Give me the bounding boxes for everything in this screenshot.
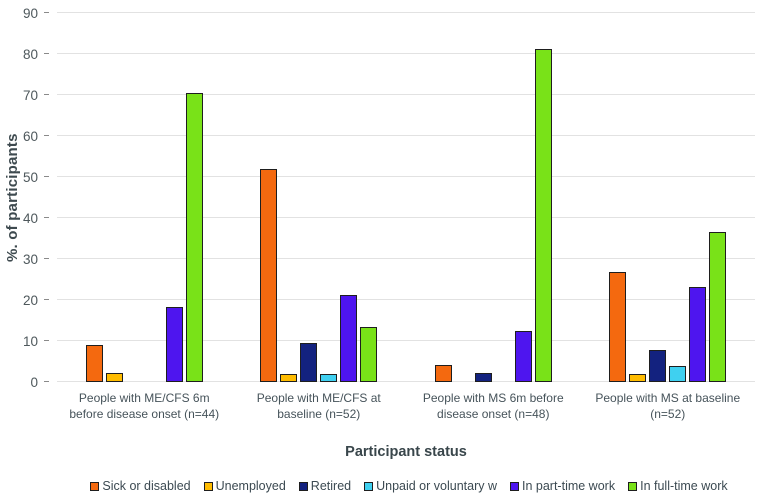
- y-tick-label-90: 90: [22, 6, 38, 21]
- legend-swatch-retired: [298, 481, 308, 491]
- x-axis-title: Participant status: [345, 444, 467, 460]
- legend-label-sick-or-disabled: Sick or disabled: [102, 479, 191, 493]
- y-tick-mark-10: [44, 340, 49, 341]
- bar-group-3: [581, 13, 756, 382]
- bar-group-2: [406, 13, 581, 382]
- gridline-50: [57, 176, 755, 177]
- legend-label-unemployed: Unemployed: [215, 479, 286, 493]
- y-tick-label-60: 60: [22, 129, 38, 144]
- legend-swatch-sick-or-disabled: [90, 481, 100, 491]
- y-tick-label-50: 50: [22, 170, 38, 185]
- x-axis-category-labels: People with ME/CFS 6m before disease ons…: [57, 391, 755, 422]
- legend-swatch-in-full-time-work: [628, 481, 638, 491]
- x-category-label-1: People with ME/CFS at baseline (n=52): [256, 391, 381, 421]
- bar-sick-or-disabled-0: [85, 345, 103, 382]
- y-tick-mark-70: [44, 94, 49, 95]
- bar-in-full-time-work-0: [185, 93, 203, 382]
- plot-area: [57, 12, 755, 382]
- y-tick-mark-20: [44, 299, 49, 300]
- bar-in-part-time-work-1: [340, 295, 358, 382]
- bar-in-full-time-work-1: [360, 327, 378, 382]
- gridline-80: [57, 53, 755, 54]
- bar-group-0: [57, 13, 232, 382]
- bar-unpaid-or-voluntary-w-3: [669, 366, 687, 382]
- bar-in-part-time-work-3: [689, 287, 707, 382]
- legend-item-unpaid-or-voluntary-w: Unpaid or voluntary w: [364, 479, 497, 493]
- y-tick-label-30: 30: [22, 252, 38, 267]
- legend-item-in-part-time-work: In part-time work: [510, 479, 615, 493]
- bar-groups: [57, 13, 755, 382]
- gridline-90: [57, 12, 755, 13]
- y-tick-label-10: 10: [22, 334, 38, 349]
- legend-item-retired: Retired: [298, 479, 352, 493]
- bar-sick-or-disabled-2: [434, 365, 452, 382]
- legend-item-unemployed: Unemployed: [203, 479, 286, 493]
- bar-in-full-time-work-2: [534, 49, 552, 382]
- bar-retired-3: [649, 350, 667, 382]
- legend-item-sick-or-disabled: Sick or disabled: [90, 479, 191, 493]
- legend-swatch-in-part-time-work: [510, 481, 519, 491]
- legend: Sick or disabled Unemployed Retired Unpaid …: [57, 479, 761, 493]
- bar-unemployed-0: [105, 373, 123, 382]
- gridline-0: [57, 381, 755, 382]
- bar-group-1: [232, 13, 407, 382]
- bar-unemployed-1: [280, 374, 298, 382]
- y-tick-mark-50: [44, 176, 49, 177]
- bar-in-part-time-work-0: [165, 307, 183, 382]
- gridline-40: [57, 217, 755, 218]
- bar-in-part-time-work-2: [514, 331, 532, 382]
- y-tick-label-0: 0: [30, 375, 38, 390]
- bar-sick-or-disabled-1: [260, 169, 278, 382]
- bar-retired-2: [474, 373, 492, 382]
- legend-swatch-unemployed: [203, 481, 213, 491]
- legend-label-unpaid-or-voluntary-w: Unpaid or voluntary w: [376, 479, 497, 493]
- y-tick-label-40: 40: [22, 211, 38, 226]
- gridline-20: [57, 299, 755, 300]
- legend-item-in-full-time-work: In full-time work: [628, 479, 728, 493]
- x-category-label-2: People with MS 6m before disease onset (…: [422, 391, 564, 421]
- x-category-label-0: People with ME/CFS 6m before disease ons…: [69, 391, 220, 421]
- y-tick-label-20: 20: [22, 293, 38, 308]
- bar-sick-or-disabled-3: [609, 272, 627, 382]
- gridline-60: [57, 135, 755, 136]
- gridline-10: [57, 340, 755, 341]
- y-axis: 0 10 20 30 40 50 60 70 80 90: [0, 6, 52, 390]
- y-tick-mark-30: [44, 258, 49, 259]
- y-tick-mark-80: [44, 53, 49, 54]
- legend-swatch-unpaid-or-voluntary-w: [364, 481, 374, 491]
- bar-unemployed-3: [629, 374, 647, 382]
- y-tick-label-80: 80: [22, 47, 38, 62]
- bar-unpaid-or-voluntary-w-1: [320, 374, 338, 382]
- gridline-70: [57, 94, 755, 95]
- y-tick-mark-40: [44, 217, 49, 218]
- y-tick-mark-90: [44, 12, 49, 13]
- y-tick-label-70: 70: [22, 88, 38, 103]
- y-tick-mark-60: [44, 135, 49, 136]
- bar-retired-1: [300, 343, 318, 382]
- legend-label-in-full-time-work: In full-time work: [640, 479, 728, 493]
- x-category-label-3: People with MS at baseline (n=52): [595, 391, 741, 421]
- y-tick-mark-0: [44, 381, 49, 382]
- bar-in-full-time-work-3: [709, 232, 727, 382]
- legend-label-retired: Retired: [310, 479, 352, 493]
- legend-label-in-part-time-work: In part-time work: [522, 479, 616, 493]
- gridline-30: [57, 258, 755, 259]
